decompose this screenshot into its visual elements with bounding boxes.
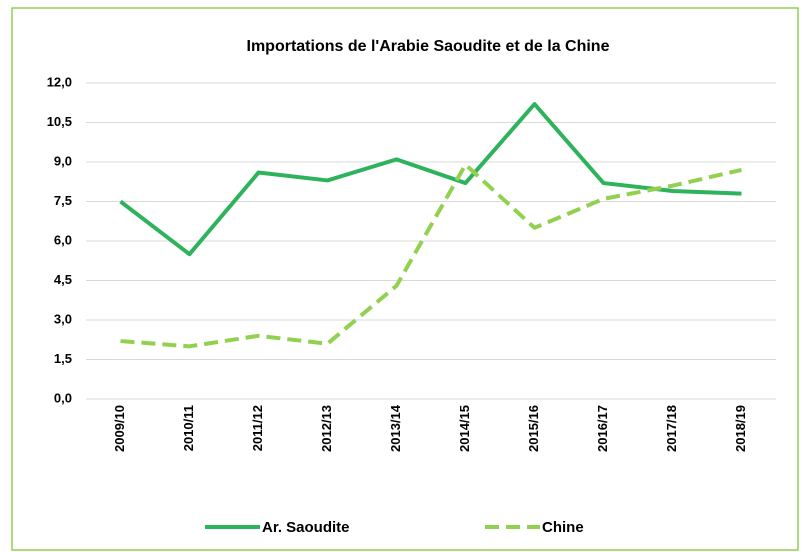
chart-title: Importations de l'Arabie Saoudite et de … bbox=[247, 38, 610, 55]
x-tick-label: 2012/13 bbox=[319, 405, 334, 452]
y-tick-label: 10,5 bbox=[47, 114, 72, 129]
series-line bbox=[119, 102, 742, 257]
y-tick-label: 1,5 bbox=[54, 351, 72, 366]
x-tick-label: 2017/18 bbox=[664, 405, 679, 452]
legend-label: Chine bbox=[542, 519, 584, 536]
y-tick-label: 0,0 bbox=[54, 390, 72, 405]
x-tick-label: 2016/17 bbox=[595, 405, 610, 452]
y-tick-label: 12,0 bbox=[47, 74, 72, 89]
series-line bbox=[120, 162, 742, 349]
y-tick-label: 6,0 bbox=[54, 232, 72, 247]
x-tick-label: 2015/16 bbox=[526, 405, 541, 452]
x-tick-label: 2013/14 bbox=[388, 404, 403, 452]
x-tick-label: 2010/11 bbox=[181, 405, 196, 451]
y-tick-label: 3,0 bbox=[54, 311, 72, 326]
y-tick-label: 9,0 bbox=[54, 153, 72, 168]
x-tick-label: 2014/15 bbox=[457, 405, 472, 452]
x-tick-label: 2011/12 bbox=[250, 405, 265, 451]
x-tick-label: 2018/19 bbox=[733, 405, 748, 452]
chart-frame bbox=[11, 7, 799, 551]
y-tick-label: 4,5 bbox=[54, 272, 72, 287]
x-tick-label: 2009/10 bbox=[112, 405, 127, 452]
legend-label: Ar. Saoudite bbox=[262, 519, 350, 536]
y-tick-label: 7,5 bbox=[54, 193, 72, 208]
